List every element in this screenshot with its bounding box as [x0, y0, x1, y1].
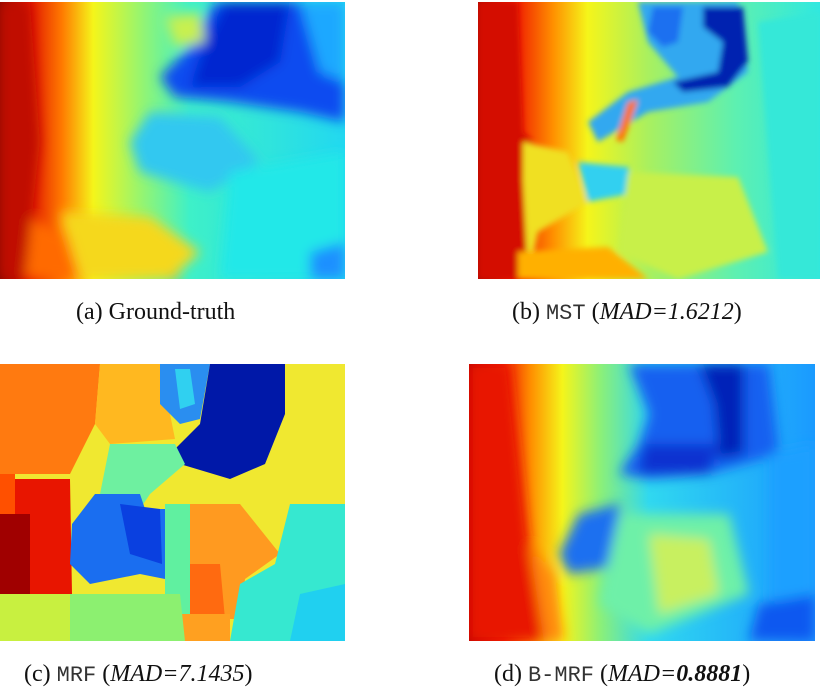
- disparity-map-ground-truth: [0, 2, 345, 279]
- caption-d-mad: MAD=0.8881: [608, 661, 743, 687]
- caption-d-label: (d): [494, 661, 522, 687]
- caption-c-close-paren: ): [244, 661, 253, 687]
- caption-d-close-paren: ): [742, 661, 751, 687]
- caption-d-open-paren: (: [594, 661, 608, 687]
- caption-b: (b) MST (MAD=1.6212): [512, 298, 742, 328]
- caption-c-label: (c): [24, 661, 51, 687]
- image-mrf: [0, 364, 345, 641]
- caption-b-label: (b): [512, 299, 540, 325]
- caption-c-mad-value: 7.1435: [178, 661, 245, 687]
- caption-a-label: (a): [76, 299, 103, 325]
- caption-c-method: MRF: [56, 663, 97, 688]
- image-ground-truth: [0, 2, 345, 279]
- caption-d-method: B-MRF: [527, 663, 594, 688]
- caption-b-mad-value: 1.6212: [667, 299, 734, 325]
- caption-b-method: MST: [545, 301, 586, 326]
- caption-c-open-paren: (: [96, 661, 111, 687]
- caption-b-close-paren: ): [733, 299, 742, 325]
- image-mst: [478, 2, 820, 279]
- disparity-map-mrf: [0, 364, 345, 641]
- disparity-map-b-mrf: [469, 364, 815, 641]
- caption-d: (d) B-MRF (MAD=0.8881): [494, 660, 750, 690]
- caption-c: (c) MRF (MAD=7.1435): [24, 660, 252, 690]
- caption-b-open-paren: (: [585, 299, 600, 325]
- caption-a: (a) Ground-truth: [76, 298, 235, 326]
- caption-a-title: Ground-truth: [108, 299, 236, 325]
- caption-b-mad: MAD=1.6212: [599, 299, 734, 325]
- image-b-mrf: [469, 364, 815, 641]
- caption-d-mad-value: 0.8881: [676, 661, 743, 687]
- caption-c-mad: MAD=7.1435: [110, 661, 245, 687]
- disparity-map-mst: [478, 2, 820, 279]
